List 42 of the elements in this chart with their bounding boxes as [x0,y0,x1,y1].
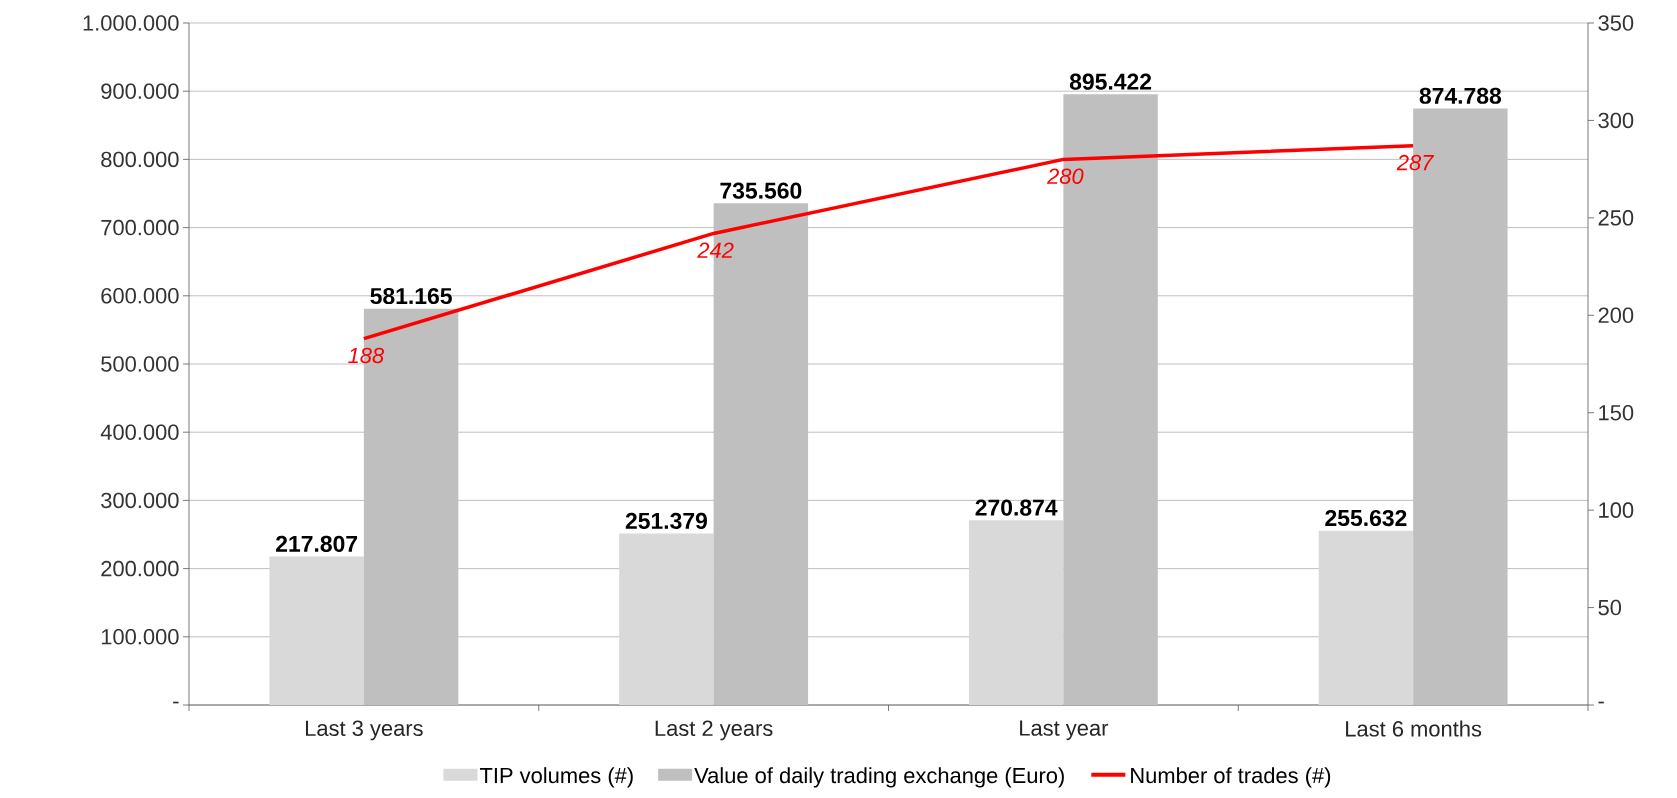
x-tick-label: Last 3 years [305,720,423,741]
y2-tick-label: - [1598,701,1604,704]
y-tick-label: - [173,701,179,704]
legend-label: Value of daily trading exchange (Euro) [694,767,1064,788]
y-tick-label: 200.000 [101,560,179,577]
y-tick-label: 500.000 [101,356,179,372]
y-tick-label: 300.000 [101,492,179,509]
data-label: 280 [1046,168,1084,184]
y2-tick-label: 300 [1598,112,1634,129]
data-label: 251.379 [625,512,707,530]
bar [1318,530,1414,705]
data-label: 242 [697,242,734,258]
bar [968,520,1064,705]
data-label: 287 [1396,154,1435,171]
y-tick-label: 100.000 [101,629,179,645]
y-tick-label: 900.000 [101,83,179,99]
y2-tick-label: 50 [1598,599,1622,616]
y-tick-label: 400.000 [100,424,179,440]
y2-tick-label: 150 [1599,404,1634,421]
data-label: 188 [348,347,385,364]
legend-label: Number of trades (#) [1131,767,1331,788]
y2-tick-label: 250 [1598,210,1634,226]
data-label: 895.422 [1069,73,1152,90]
data-label: 255.632 [1325,509,1407,527]
data-label: 874.788 [1419,87,1502,104]
legend-label: TIP volumes (#) [479,767,633,788]
bar [269,556,364,705]
y2-tick-label: 100 [1599,502,1634,518]
data-label: 270.874 [975,499,1058,516]
bar [619,533,714,705]
x-tick-label: Last year [1020,720,1109,741]
y-tick-label: 800.000 [101,151,179,168]
y2-tick-label: 350 [1598,15,1634,31]
y-tick-label: 600.000 [101,288,179,304]
y-tick-label: 700.000 [101,219,179,236]
data-label: 581.165 [370,287,452,305]
x-tick-label: Last 2 years [655,720,773,741]
y-tick-label: 1.000.000 [83,15,179,31]
y2-tick-label: 200 [1598,307,1634,324]
x-tick-label: Last 6 months [1346,720,1482,737]
data-label: 217.807 [276,535,358,552]
data-label: 735.560 [720,182,802,199]
